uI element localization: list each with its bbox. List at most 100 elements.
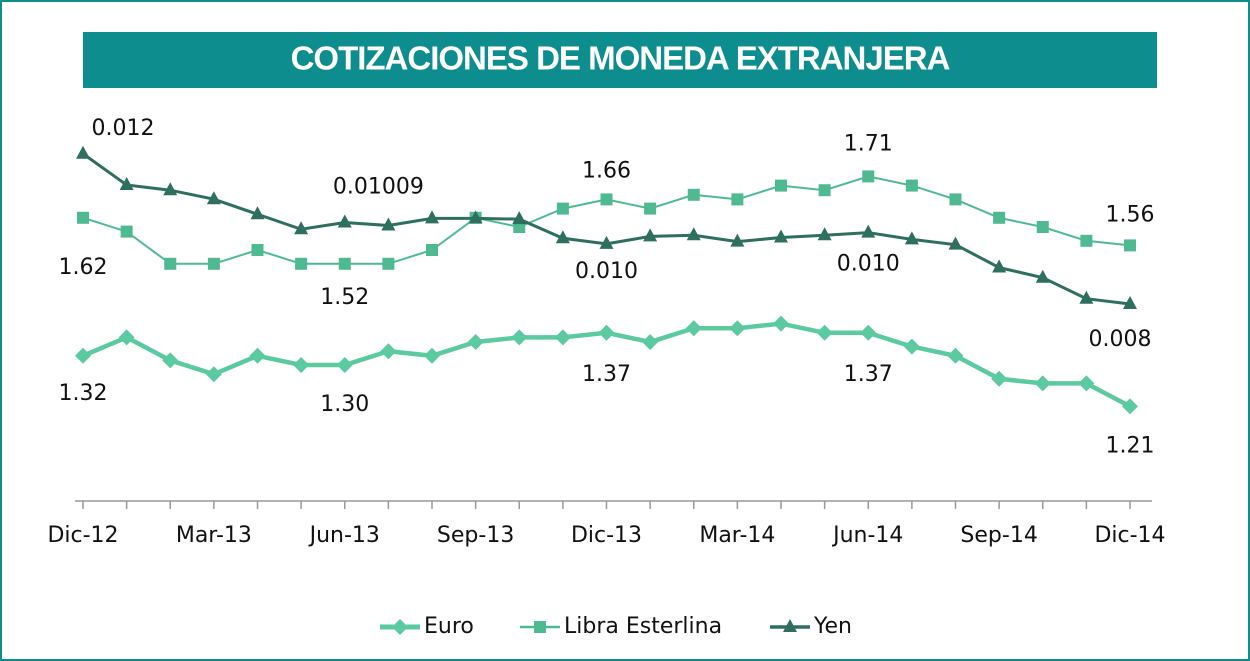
point [426,244,438,256]
data-label: 1.66 [582,158,631,183]
point [1124,239,1136,252]
x-tick-label: Sep-14 [960,523,1037,548]
point [905,179,918,192]
point [467,334,484,350]
point [948,236,963,250]
data-label: 1.21 [1106,433,1155,458]
point [992,259,1007,273]
data-label: 0.010 [837,252,900,277]
point [293,357,310,373]
point [512,211,527,225]
point [555,230,570,244]
legend-marker [534,621,546,633]
point [862,170,875,183]
point [1078,375,1095,392]
data-label: 1.32 [59,381,108,406]
point [511,329,528,346]
point [686,227,701,241]
x-tick-label: Dic-13 [571,523,642,548]
point [338,257,351,270]
legend-label: Euro [424,614,474,639]
point [294,221,309,235]
data-label: 1.30 [320,392,369,417]
point [295,257,308,270]
point [1122,398,1138,415]
point [949,193,962,206]
point [730,233,745,247]
data-label: 0.01009 [333,174,424,199]
point [642,334,659,350]
data-label: 1.37 [844,362,893,387]
point [164,257,177,270]
point [817,227,832,241]
point [250,206,265,220]
point [904,231,919,245]
point [991,370,1008,387]
point [775,179,787,192]
data-label: 1.62 [59,255,108,280]
point [381,217,396,231]
point [731,193,744,206]
point [903,338,920,355]
data-label: 1.71 [844,131,893,156]
point [77,211,89,224]
point [687,188,700,201]
point [554,329,571,346]
point [1123,295,1137,309]
point [861,224,876,238]
point [1034,375,1051,392]
point [163,182,178,196]
point [1036,221,1049,233]
point [600,193,613,206]
point [76,145,90,159]
point [120,225,133,238]
x-tick-label: Dic-12 [47,523,118,548]
point [251,244,264,256]
point [382,257,395,270]
point [425,210,439,224]
point [947,347,964,364]
data-label: 1.52 [320,285,369,310]
point [75,347,91,364]
point [249,347,266,364]
point [1079,290,1094,304]
point [729,320,746,337]
x-tick-label: Mar-14 [699,523,775,548]
point [1080,234,1093,247]
data-label: 0.008 [1089,327,1152,352]
point [337,214,352,228]
point [336,357,353,373]
point [380,343,397,360]
point [424,347,440,364]
point [207,257,220,270]
data-label: 0.012 [92,116,155,141]
point [468,210,483,224]
point [818,184,831,197]
point [598,324,615,341]
point [1035,269,1050,283]
point [773,315,789,332]
point [118,329,135,346]
x-tick-label: Jun-14 [831,523,903,548]
point [685,320,702,337]
data-label: 1.37 [582,362,631,387]
data-label: 1.56 [1106,202,1155,227]
point [860,324,877,341]
point [556,202,569,215]
legend-label: Libra Esterlina [564,614,722,639]
x-tick-label: Mar-13 [176,523,252,548]
point [162,352,179,369]
legend-label: Yen [813,614,852,639]
point [993,211,1006,224]
legend-marker [783,619,797,632]
point [206,191,221,205]
chart-title: COTIZACIONES DE MONEDA EXTRANJERA [291,40,950,77]
point [205,366,222,383]
point [816,324,833,341]
point [119,176,134,190]
data-label: 0.010 [575,259,638,284]
point [644,202,657,215]
point [643,228,658,242]
